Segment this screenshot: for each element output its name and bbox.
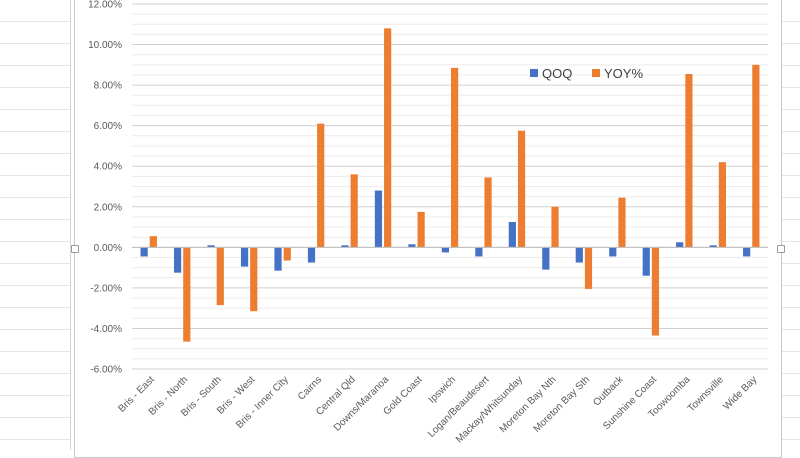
bar-qoq: [441, 247, 449, 253]
bar-yoy: [183, 247, 191, 342]
bar-yoy: [517, 130, 526, 248]
bar-qoq: [174, 247, 182, 273]
chart-area[interactable]: [74, 0, 782, 458]
bar-yoy: [718, 162, 726, 248]
bar-qoq: [609, 247, 617, 257]
spreadsheet-grid-right: [782, 0, 800, 450]
y-tick-label: -6.00%: [90, 365, 122, 376]
legend-label-yoy: YOY%: [604, 66, 643, 81]
bar-qoq: [374, 190, 383, 248]
x-category-label: Ipswich: [427, 374, 458, 405]
y-tick-label: 8.00%: [94, 81, 122, 92]
bar-qoq: [408, 244, 416, 248]
x-category-label: Logan/Beaudesert: [426, 374, 492, 440]
bar-qoq: [307, 247, 316, 263]
bar-yoy: [350, 174, 358, 248]
bar-yoy: [752, 64, 760, 248]
x-category-label: Wide Bay: [721, 374, 759, 412]
x-category-label: Townsville: [686, 374, 726, 414]
y-tick-label: 2.00%: [94, 202, 122, 213]
bar-yoy: [685, 73, 693, 248]
bar-yoy: [283, 247, 291, 261]
bar-yoy: [317, 123, 325, 248]
y-tick-label: 0.00%: [94, 243, 122, 254]
bar-yoy: [149, 236, 157, 248]
legend-label-qoq: QOQ: [542, 66, 572, 81]
bar-yoy: [216, 247, 224, 306]
bar-yoy: [618, 197, 626, 248]
bar-yoy: [417, 211, 425, 248]
bar-qoq: [508, 221, 516, 248]
resize-handle-right[interactable]: [777, 245, 785, 253]
legend-swatch-qoq: [530, 69, 538, 77]
y-tick-label: 4.00%: [94, 162, 122, 173]
bar-qoq: [709, 245, 717, 248]
bar-qoq: [274, 247, 282, 271]
y-tick-label: 6.00%: [94, 121, 122, 132]
bar-yoy: [484, 177, 492, 248]
legend-swatch-yoy: [592, 69, 600, 77]
bar-yoy: [384, 28, 392, 248]
bar-qoq: [575, 247, 583, 263]
resize-handle-left[interactable]: [71, 245, 79, 253]
bar-yoy: [451, 67, 459, 248]
y-tick-label: 10.00%: [88, 40, 122, 51]
bar-yoy: [584, 247, 593, 289]
bar-qoq: [676, 242, 684, 248]
bar-qoq: [207, 245, 215, 248]
y-tick-label: -2.00%: [90, 283, 122, 294]
bar-qoq: [341, 245, 349, 248]
bar-qoq: [140, 247, 148, 257]
y-tick-label: -4.00%: [90, 324, 122, 335]
x-category-label: Cairns: [296, 374, 324, 402]
bar-qoq: [240, 247, 249, 267]
spreadsheet-grid-left: [0, 0, 71, 450]
bar-qoq: [475, 247, 483, 257]
y-tick-label: 12.00%: [88, 0, 122, 11]
bar-qoq: [542, 247, 550, 270]
bar-qoq: [743, 247, 751, 257]
bar-qoq: [642, 247, 650, 276]
bar-yoy: [551, 206, 559, 248]
bar-yoy: [250, 247, 258, 312]
bar-yoy: [651, 247, 660, 336]
